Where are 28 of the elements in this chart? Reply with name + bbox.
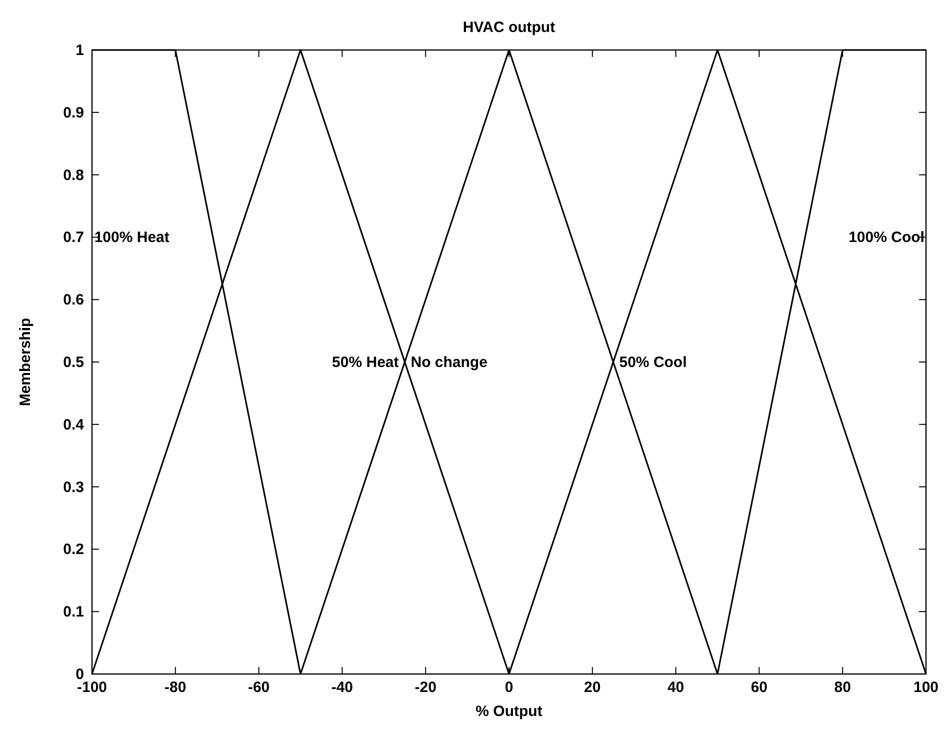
x-tick-label: 0 bbox=[504, 679, 514, 696]
y-tick-label: 0.9 bbox=[63, 104, 84, 122]
legend-label: 100% Cool bbox=[848, 229, 924, 246]
y-tick-label: 0.4 bbox=[63, 416, 85, 434]
y-tick-label: 0.5 bbox=[63, 354, 84, 371]
y-tick-label: 1 bbox=[76, 42, 84, 59]
text: 100% Heat bbox=[94, 229, 170, 246]
series-label: 50% Cool bbox=[619, 354, 687, 371]
x-tick-label: 60 bbox=[750, 679, 768, 696]
y-tick-label: 0.1 bbox=[63, 604, 84, 621]
chart-title: HVAC output bbox=[462, 19, 556, 36]
y-tick-label: 0.3 bbox=[63, 478, 84, 496]
x-tick-label: 100 bbox=[913, 679, 939, 696]
x-tick-label: -60 bbox=[248, 679, 270, 696]
series-label: 50% Heat bbox=[332, 354, 399, 371]
y-axis-title: Membership bbox=[17, 318, 34, 406]
x-tick-label: -40 bbox=[331, 679, 354, 696]
series-label: No change bbox=[410, 354, 488, 371]
y-tick-label: 0.2 bbox=[63, 541, 84, 558]
x-axis-title: % Output bbox=[476, 703, 542, 720]
y-tick-label: 0.8 bbox=[63, 166, 84, 184]
y-tick-label: 0.7 bbox=[63, 229, 84, 246]
x-tick-label: 20 bbox=[584, 679, 601, 696]
x-tick-label: 40 bbox=[667, 679, 684, 696]
x-tick-label: 80 bbox=[834, 679, 851, 696]
x-tick-label: -20 bbox=[414, 679, 436, 696]
y-tick-label: 0.6 bbox=[63, 292, 84, 309]
x-tick-label: -80 bbox=[164, 679, 186, 696]
